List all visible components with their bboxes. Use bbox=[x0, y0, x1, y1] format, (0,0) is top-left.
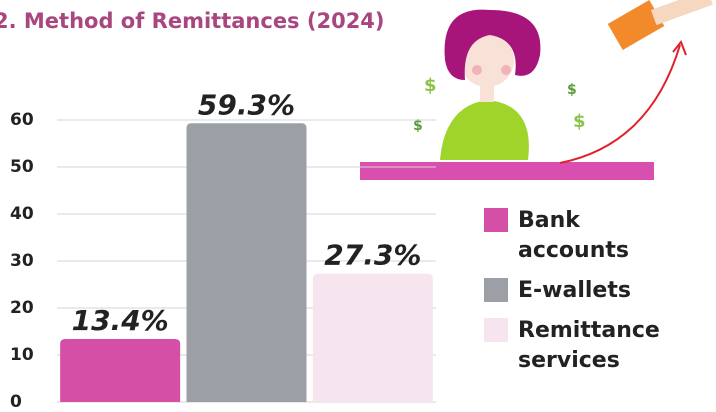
svg-text:$: $ bbox=[424, 75, 437, 96]
legend-item: E-wallets bbox=[484, 276, 714, 306]
value-label: 13.4% bbox=[72, 304, 169, 337]
y-tick-label: 40 bbox=[10, 204, 34, 224]
y-tick-label: 0 bbox=[10, 392, 22, 412]
legend-swatch bbox=[484, 318, 508, 342]
y-tick-label: 10 bbox=[10, 345, 34, 365]
bar bbox=[60, 339, 181, 402]
legend-label: Bank accounts bbox=[518, 208, 629, 263]
legend-swatch bbox=[484, 208, 508, 232]
bar bbox=[312, 273, 433, 402]
y-tick-label: 50 bbox=[10, 157, 34, 177]
legend-label: E-wallets bbox=[518, 278, 631, 303]
value-label: 59.3% bbox=[198, 88, 295, 121]
legend-label: Remittance services bbox=[518, 318, 660, 373]
legend-item: Remittance services bbox=[484, 316, 714, 376]
y-tick-label: 60 bbox=[10, 110, 34, 130]
svg-text:$: $ bbox=[413, 118, 423, 134]
y-tick-label: 20 bbox=[10, 298, 34, 318]
chart-title: 2. Method of Remittances (2024) bbox=[0, 9, 385, 33]
legend-item: Bank accounts bbox=[484, 206, 714, 266]
bar bbox=[186, 123, 307, 402]
value-label: 27.3% bbox=[324, 239, 421, 272]
illustration: $ $ $ $ bbox=[360, 0, 713, 180]
y-tick-label: 30 bbox=[10, 251, 34, 271]
legend: Bank accounts E-wallets Remittance service… bbox=[484, 206, 714, 386]
svg-text:$: $ bbox=[573, 111, 586, 132]
svg-text:$: $ bbox=[567, 82, 577, 98]
legend-swatch bbox=[484, 278, 508, 302]
